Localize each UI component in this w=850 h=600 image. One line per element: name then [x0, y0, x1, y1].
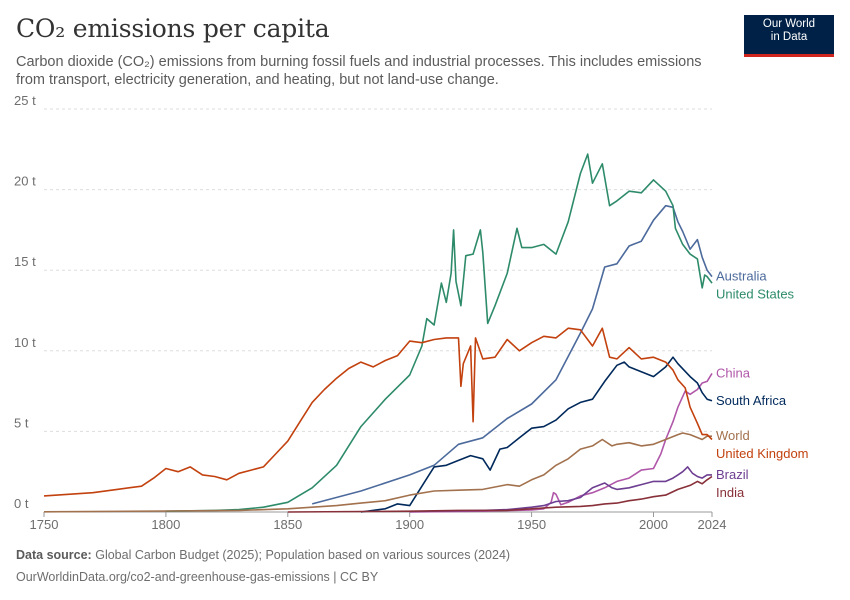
- line-chart: 0 t5 t10 t15 t20 t25 t 1750 1800 1850 1900 1…: [14, 93, 809, 532]
- series-line-brazil[interactable]: [409, 466, 712, 513]
- end-label-south-africa: South Africa: [716, 393, 787, 408]
- chart-subtitle: Carbon dioxide (CO₂) emissions from burn…: [16, 54, 702, 88]
- chart-title: CO₂ emissions per capita: [16, 14, 330, 43]
- y-tick-label: 10 t: [14, 335, 36, 350]
- data-source-text: Global Carbon Budget (2025); Population …: [95, 548, 511, 562]
- data-source-line: Data source: Global Carbon Budget (2025)…: [16, 548, 510, 562]
- end-label-world: World: [716, 428, 750, 443]
- series-line-world[interactable]: [43, 432, 712, 513]
- y-tick-label: 15 t: [14, 254, 36, 269]
- series-line-south-africa[interactable]: [360, 356, 713, 513]
- y-tick-label: 0 t: [14, 496, 29, 511]
- x-tick-label: 1900: [395, 517, 424, 532]
- x-tick-label: 2024: [698, 517, 727, 532]
- x-tick-label: 1800: [151, 517, 180, 532]
- logo-line-1: Our World: [762, 18, 816, 30]
- logo-line-2: in Data: [770, 31, 808, 43]
- y-tick-label: 5 t: [14, 415, 29, 430]
- x-tick-label: 1850: [273, 517, 302, 532]
- series-end-labels: Australia United States China South Africa W…: [716, 269, 809, 500]
- end-label-united-states: United States: [716, 287, 795, 302]
- y-tick-label: 25 t: [14, 93, 36, 108]
- end-label-united-kingdom: United Kingdom: [716, 446, 809, 461]
- x-tick-label: 2000: [639, 517, 668, 532]
- owid-logo[interactable]: Our World in Data: [744, 15, 834, 57]
- series-lines: [43, 153, 713, 513]
- series-line-united-states[interactable]: [165, 153, 713, 512]
- series-line-australia[interactable]: [311, 204, 713, 505]
- end-label-australia: Australia: [716, 269, 767, 284]
- end-label-india: India: [716, 485, 745, 500]
- y-tick-label: 20 t: [14, 174, 36, 189]
- data-source-label: Data source:: [16, 548, 92, 562]
- x-tick-label: 1950: [517, 517, 546, 532]
- end-label-brazil: Brazil: [716, 467, 749, 482]
- y-axis-tick-labels: 0 t 5 t 10 t 15 t 20 t 25 t: [14, 93, 36, 511]
- grid-lines: [44, 108, 712, 513]
- series-line-united-kingdom[interactable]: [43, 327, 713, 497]
- x-tick-label: 1750: [30, 517, 59, 532]
- series-line-china[interactable]: [409, 372, 713, 513]
- series-line-india[interactable]: [287, 475, 713, 513]
- source-url[interactable]: OurWorldinData.org/co2-and-greenhouse-ga…: [16, 570, 379, 584]
- x-axis-tick-labels: 1750 1800 1850 1900 1950 2000 2024: [30, 512, 727, 532]
- end-label-china: China: [716, 365, 751, 380]
